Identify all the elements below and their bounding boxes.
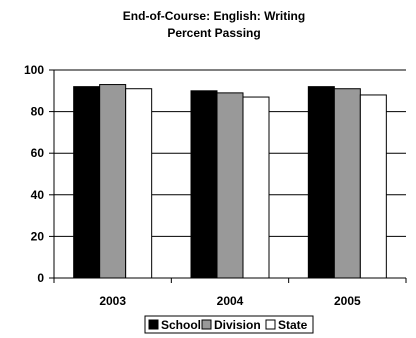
bar-state-2005 xyxy=(359,94,387,279)
chart-subtitle: Percent Passing xyxy=(167,26,260,40)
bar-school-2004 xyxy=(190,90,218,279)
bar-school-2005 xyxy=(307,86,335,279)
x-tick-label: 2004 xyxy=(217,294,244,308)
bar-division-2004 xyxy=(216,92,244,279)
legend-swatch-state xyxy=(265,319,276,330)
legend-label-state: State xyxy=(278,318,308,332)
legend-swatch-division xyxy=(201,319,212,330)
chart-title: End-of-Course: English: Writing xyxy=(123,9,305,23)
bar-division-2005 xyxy=(333,88,361,279)
legend-swatch-school xyxy=(148,319,159,330)
legend-label-school: School xyxy=(161,318,201,332)
legend: School Division State xyxy=(144,315,314,334)
x-tick-label: 2005 xyxy=(334,294,361,308)
bar-division-2003 xyxy=(99,84,127,279)
bar-state-2004 xyxy=(242,96,270,279)
y-tick-label: 0 xyxy=(37,271,44,285)
y-tick-label: 60 xyxy=(31,146,45,160)
y-tick-label: 40 xyxy=(31,188,45,202)
y-tick-label: 20 xyxy=(31,229,45,243)
x-tick-label: 2003 xyxy=(99,294,126,308)
bar-school-2003 xyxy=(73,86,101,279)
plot-area: 2003 2004 2005 0 20 40 60 80 100 xyxy=(24,63,407,308)
bar-state-2003 xyxy=(125,88,153,279)
y-tick-label: 80 xyxy=(31,105,45,119)
legend-label-division: Division xyxy=(214,318,261,332)
y-tick-label: 100 xyxy=(24,63,44,77)
